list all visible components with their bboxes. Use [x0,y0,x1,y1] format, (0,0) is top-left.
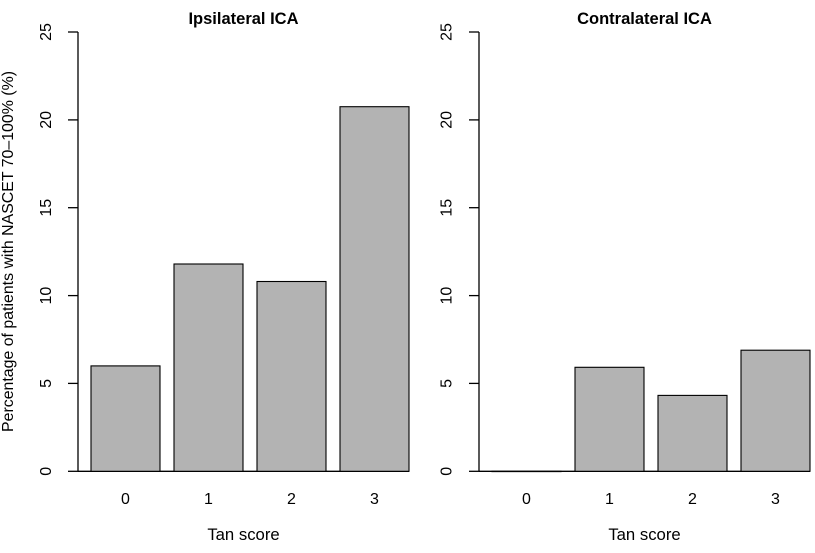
svg-text:25: 25 [38,23,55,41]
svg-text:20: 20 [438,111,455,129]
svg-text:15: 15 [38,199,55,217]
svg-text:0: 0 [121,491,130,508]
svg-text:2: 2 [287,491,296,508]
svg-text:0: 0 [438,467,455,476]
svg-text:1: 1 [204,491,213,508]
svg-text:5: 5 [438,379,455,388]
svg-text:3: 3 [771,491,780,508]
svg-text:15: 15 [438,199,455,217]
svg-text:10: 10 [438,287,455,305]
svg-text:Ipsilateral ICA: Ipsilateral ICA [188,10,298,28]
svg-text:Contralateral ICA: Contralateral ICA [577,10,712,28]
svg-text:3: 3 [370,491,379,508]
svg-text:Tan score: Tan score [608,525,680,544]
svg-text:10: 10 [38,287,55,305]
svg-text:Percentage of patients with NA: Percentage of patients with NASCET 70–10… [0,71,17,432]
svg-text:0: 0 [38,467,55,476]
svg-text:1: 1 [605,491,614,508]
svg-text:Tan score: Tan score [207,525,279,544]
svg-text:0: 0 [522,491,531,508]
svg-text:20: 20 [38,111,55,129]
svg-text:25: 25 [438,23,455,41]
svg-text:2: 2 [688,491,697,508]
svg-text:5: 5 [38,379,55,388]
